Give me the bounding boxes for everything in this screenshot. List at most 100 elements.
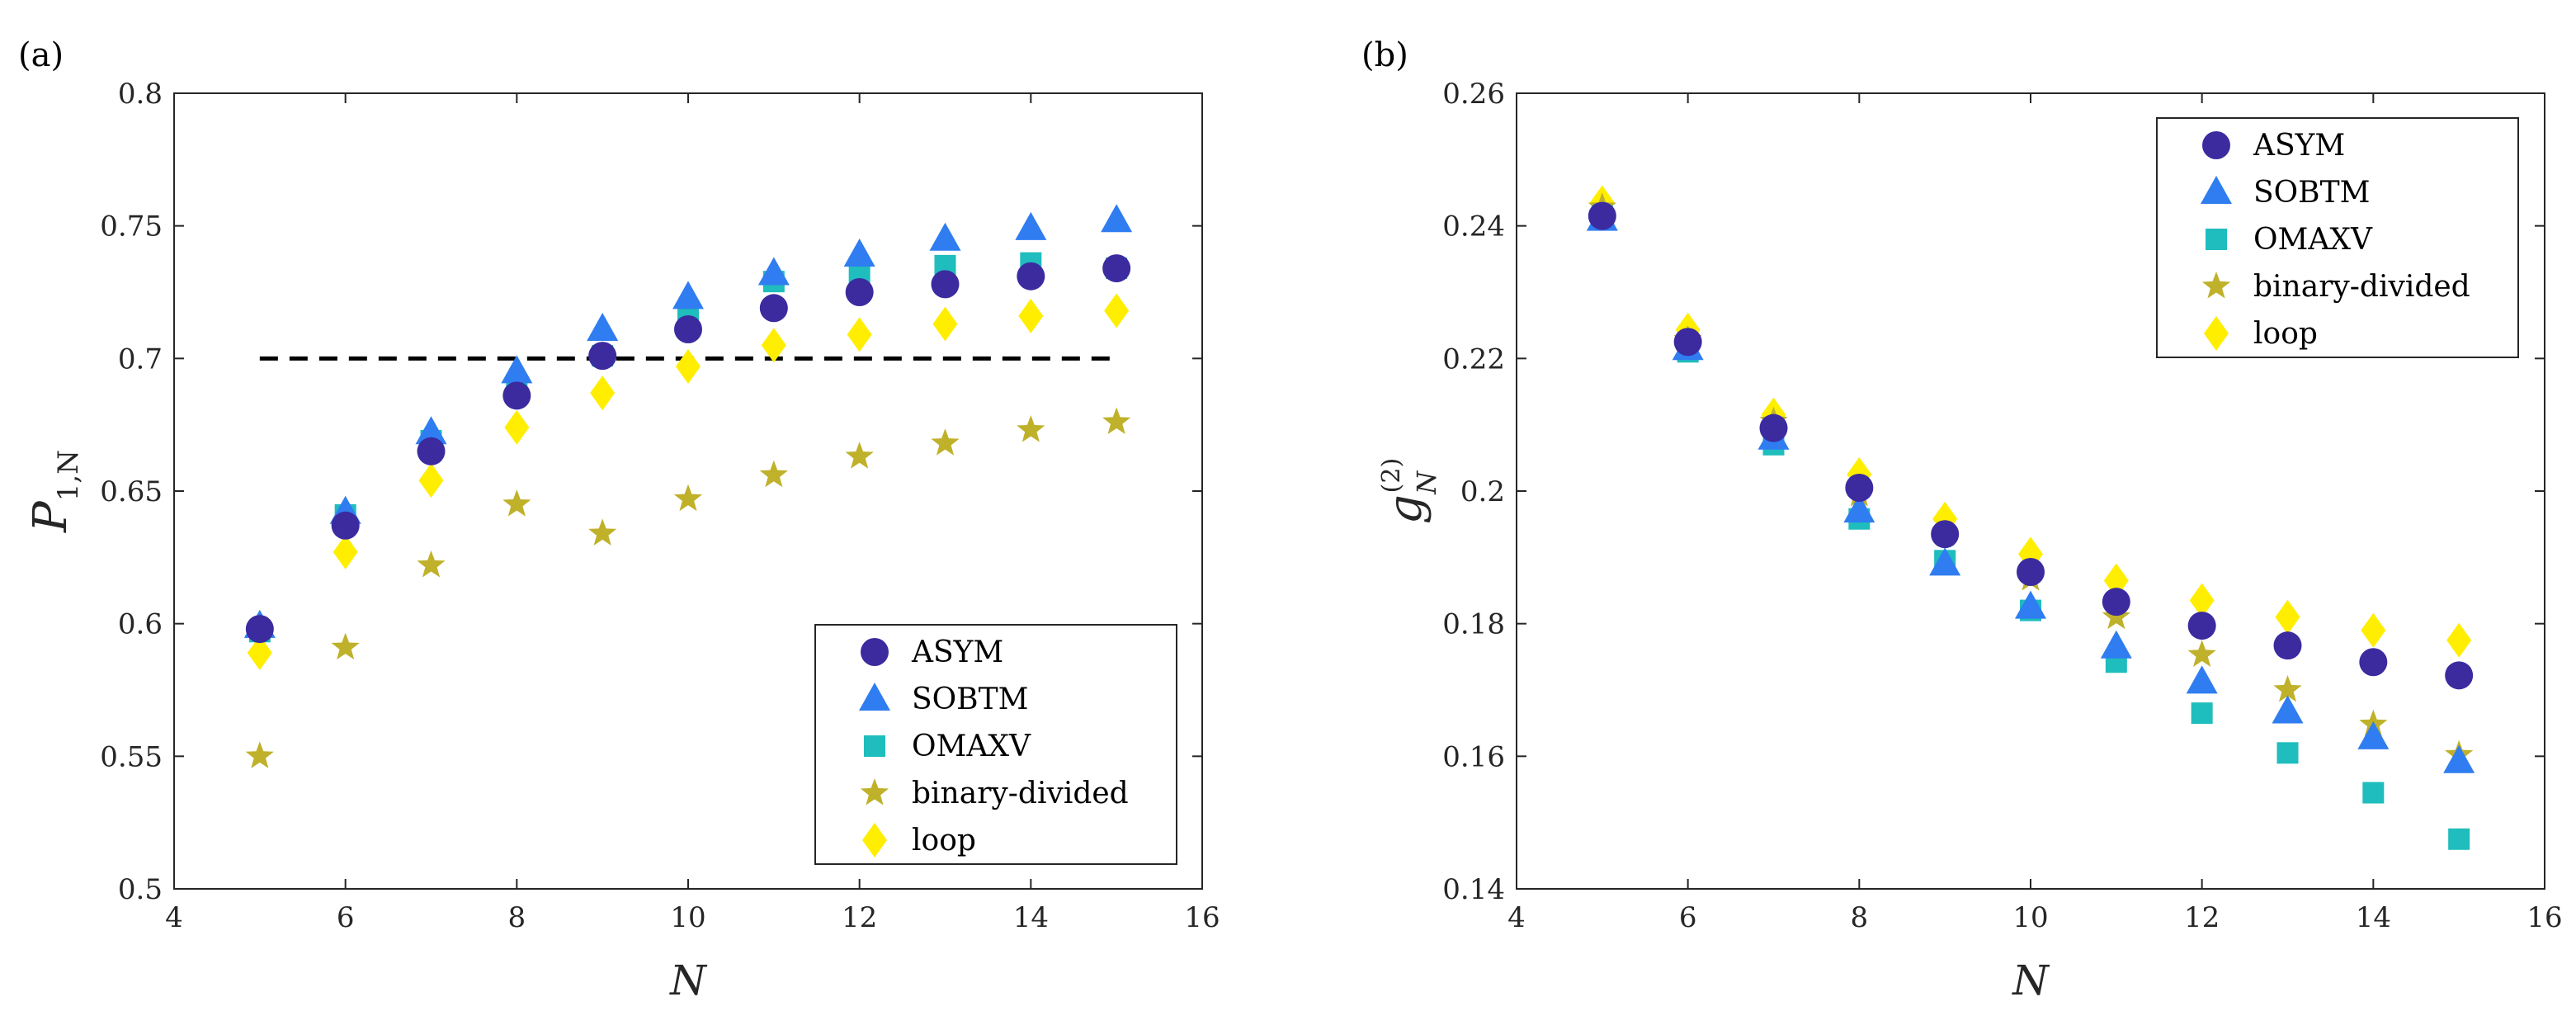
panel-a-ytick-label: 0.75 — [100, 210, 163, 243]
panel-b-point-loop — [2275, 599, 2300, 635]
panel-a-point-sobtm — [1101, 204, 1133, 233]
panel-b-point-asym — [2102, 588, 2130, 617]
panel-a-xtick-label: 12 — [842, 901, 877, 934]
panel-a-point-asym — [588, 342, 617, 371]
panel-b-point-asym — [2445, 661, 2474, 690]
panel-a-point-loop — [590, 376, 616, 411]
panel-b-point-omaxv — [2362, 782, 2385, 804]
panel-a-ylabel: P1,N — [24, 450, 85, 533]
panel-a-ytick-label: 0.5 — [118, 873, 163, 906]
panel-a-point-binary-divided — [1017, 415, 1045, 442]
panel-a-point-loop — [932, 306, 958, 342]
panel-a-ytick-label: 0.7 — [118, 343, 163, 376]
panel-a-legend-label-asym: ASYM — [911, 635, 1003, 669]
panel-b-xtick-label: 16 — [2526, 901, 2562, 934]
panel-a-xtick-label: 10 — [670, 901, 705, 934]
panel-b-point-omaxv — [2448, 828, 2470, 850]
panel-b-marks — [1586, 185, 2475, 850]
panel-b-xlabel: N — [2012, 957, 2050, 1004]
panel-a-point-loop — [1018, 298, 1044, 333]
panel-b-ylabel: g(2) N — [1377, 458, 1442, 524]
panel-b-xtick-label: 12 — [2184, 901, 2220, 934]
panel-b-ytick-label: 0.22 — [1442, 343, 1505, 376]
panel-a-marks — [243, 204, 1133, 768]
panel-b-point-sobtm — [2186, 665, 2218, 694]
panel-a-xtick-label: 16 — [1184, 901, 1220, 934]
panel-a-point-sobtm — [929, 222, 961, 251]
panel-b-legend-label-loop: loop — [2253, 317, 2318, 351]
panel-b-point-asym — [2187, 612, 2216, 640]
panel-b-point-binary-divided — [2273, 675, 2302, 702]
panel-b-label: (b) — [1361, 36, 1408, 74]
panel-b-xtick-label: 6 — [1679, 901, 1697, 934]
panel-a-point-loop — [847, 317, 872, 352]
panel-a-point-asym — [502, 381, 531, 410]
panel-b-point-sobtm — [2357, 721, 2390, 749]
svg-text:P1,N: P1,N — [24, 450, 85, 533]
panel-b: (b) 4 6 8 10 12 14 16 0.14 0.16 0.18 0.2 0.22 0.24 0.… — [1361, 36, 2563, 1004]
panel-b-legend-marker-sobtm — [2201, 176, 2232, 204]
panel-b-point-sobtm — [2100, 630, 2132, 659]
panel-a-point-binary-divided — [245, 741, 274, 768]
panel-a-point-binary-divided — [1102, 407, 1131, 435]
panel-b-point-loop — [2446, 622, 2472, 658]
panel-b-legend: ASYM SOBTM OMAXV binary-divided loop — [2156, 117, 2519, 358]
panel-a-legend-marker-loop — [862, 823, 887, 858]
panel-a-point-binary-divided — [931, 428, 960, 456]
panel-a-legend-marker-sobtm — [859, 683, 890, 711]
panel-b-xtick-label: 10 — [2012, 901, 2048, 934]
panel-a-axes: 4 6 8 10 12 14 16 0.5 0.55 0.6 0.65 0.7 0.75 0.8 — [100, 78, 1220, 934]
panel-b-point-sobtm — [2443, 744, 2475, 773]
panel-b-ylabel-main: g — [1379, 494, 1432, 524]
panel-a-point-asym — [931, 270, 960, 299]
panel-b-axes: 4 6 8 10 12 14 16 0.14 0.16 0.18 0.2 0.22 0.24 0.26 — [1442, 78, 2562, 934]
panel-a-ytick-label: 0.8 — [118, 78, 163, 111]
panel-a-ytick-label: 0.65 — [100, 475, 163, 508]
panel-b-point-asym — [2017, 558, 2045, 587]
panel-a-legend-marker-asym — [861, 638, 889, 666]
panel-b-point-loop — [2361, 612, 2386, 648]
panel-a-ylabel-main: P — [24, 500, 78, 533]
panel-a-point-asym — [331, 511, 360, 540]
panel-a-point-sobtm — [415, 416, 447, 445]
panel-a-point-asym — [245, 615, 274, 644]
panel-a-point-asym — [674, 314, 702, 343]
panel-a-point-binary-divided — [502, 489, 531, 517]
panel-b-point-asym — [1845, 473, 1874, 502]
panel-b-ytick-label: 0.2 — [1460, 475, 1505, 508]
panel-b-ytick-label: 0.24 — [1442, 210, 1505, 243]
panel-a-point-binary-divided — [759, 460, 788, 488]
panel-a-ylabel-sub: 1,N — [52, 450, 85, 501]
panel-a-xtick-label: 14 — [1013, 901, 1049, 934]
panel-a-point-loop — [418, 463, 444, 498]
panel-b-ylabel-sub: N — [1411, 470, 1442, 495]
panel-a-legend-label-sobtm: SOBTM — [912, 683, 1029, 716]
panel-a-point-sobtm — [843, 239, 875, 267]
panel-b-point-binary-divided — [2187, 640, 2216, 667]
panel-a-xtick-label: 6 — [337, 901, 355, 934]
panel-a-legend-marker-omaxv — [864, 735, 885, 757]
panel-b-point-asym — [1759, 413, 1788, 442]
panel-b-point-sobtm — [1929, 547, 1961, 576]
panel-a-xtick-label: 8 — [508, 901, 526, 934]
panel-a-point-asym — [759, 294, 788, 323]
panel-a-point-binary-divided — [845, 442, 874, 469]
panel-b-xtick-label: 8 — [1851, 901, 1869, 934]
panel-b-point-omaxv — [2276, 742, 2299, 764]
panel-b-legend-label-omaxv: OMAXV — [2253, 223, 2373, 257]
panel-a-point-binary-divided — [673, 484, 703, 512]
panel-b-point-loop — [2189, 583, 2215, 618]
panel-a-point-asym — [1017, 262, 1045, 291]
panel-b-point-asym — [2359, 648, 2388, 677]
panel-a: (a) 4 6 8 10 12 14 160.50.550.60.650.70.750.8 … — [18, 36, 1220, 1004]
panel-b-legend-label-sobtm: SOBTM — [2253, 176, 2371, 210]
panel-b-ytick-label: 0.18 — [1442, 608, 1505, 641]
panel-a-point-loop — [247, 635, 272, 671]
panel-b-point-asym — [1931, 520, 1960, 549]
panel-a-label: (a) — [18, 36, 64, 74]
panel-a-point-sobtm — [587, 312, 619, 341]
panel-a-legend-label-binary-divided: binary-divided — [912, 777, 1129, 810]
panel-a-point-asym — [1102, 254, 1131, 283]
svg-text:g(2)N: g(2) N — [1377, 458, 1442, 524]
